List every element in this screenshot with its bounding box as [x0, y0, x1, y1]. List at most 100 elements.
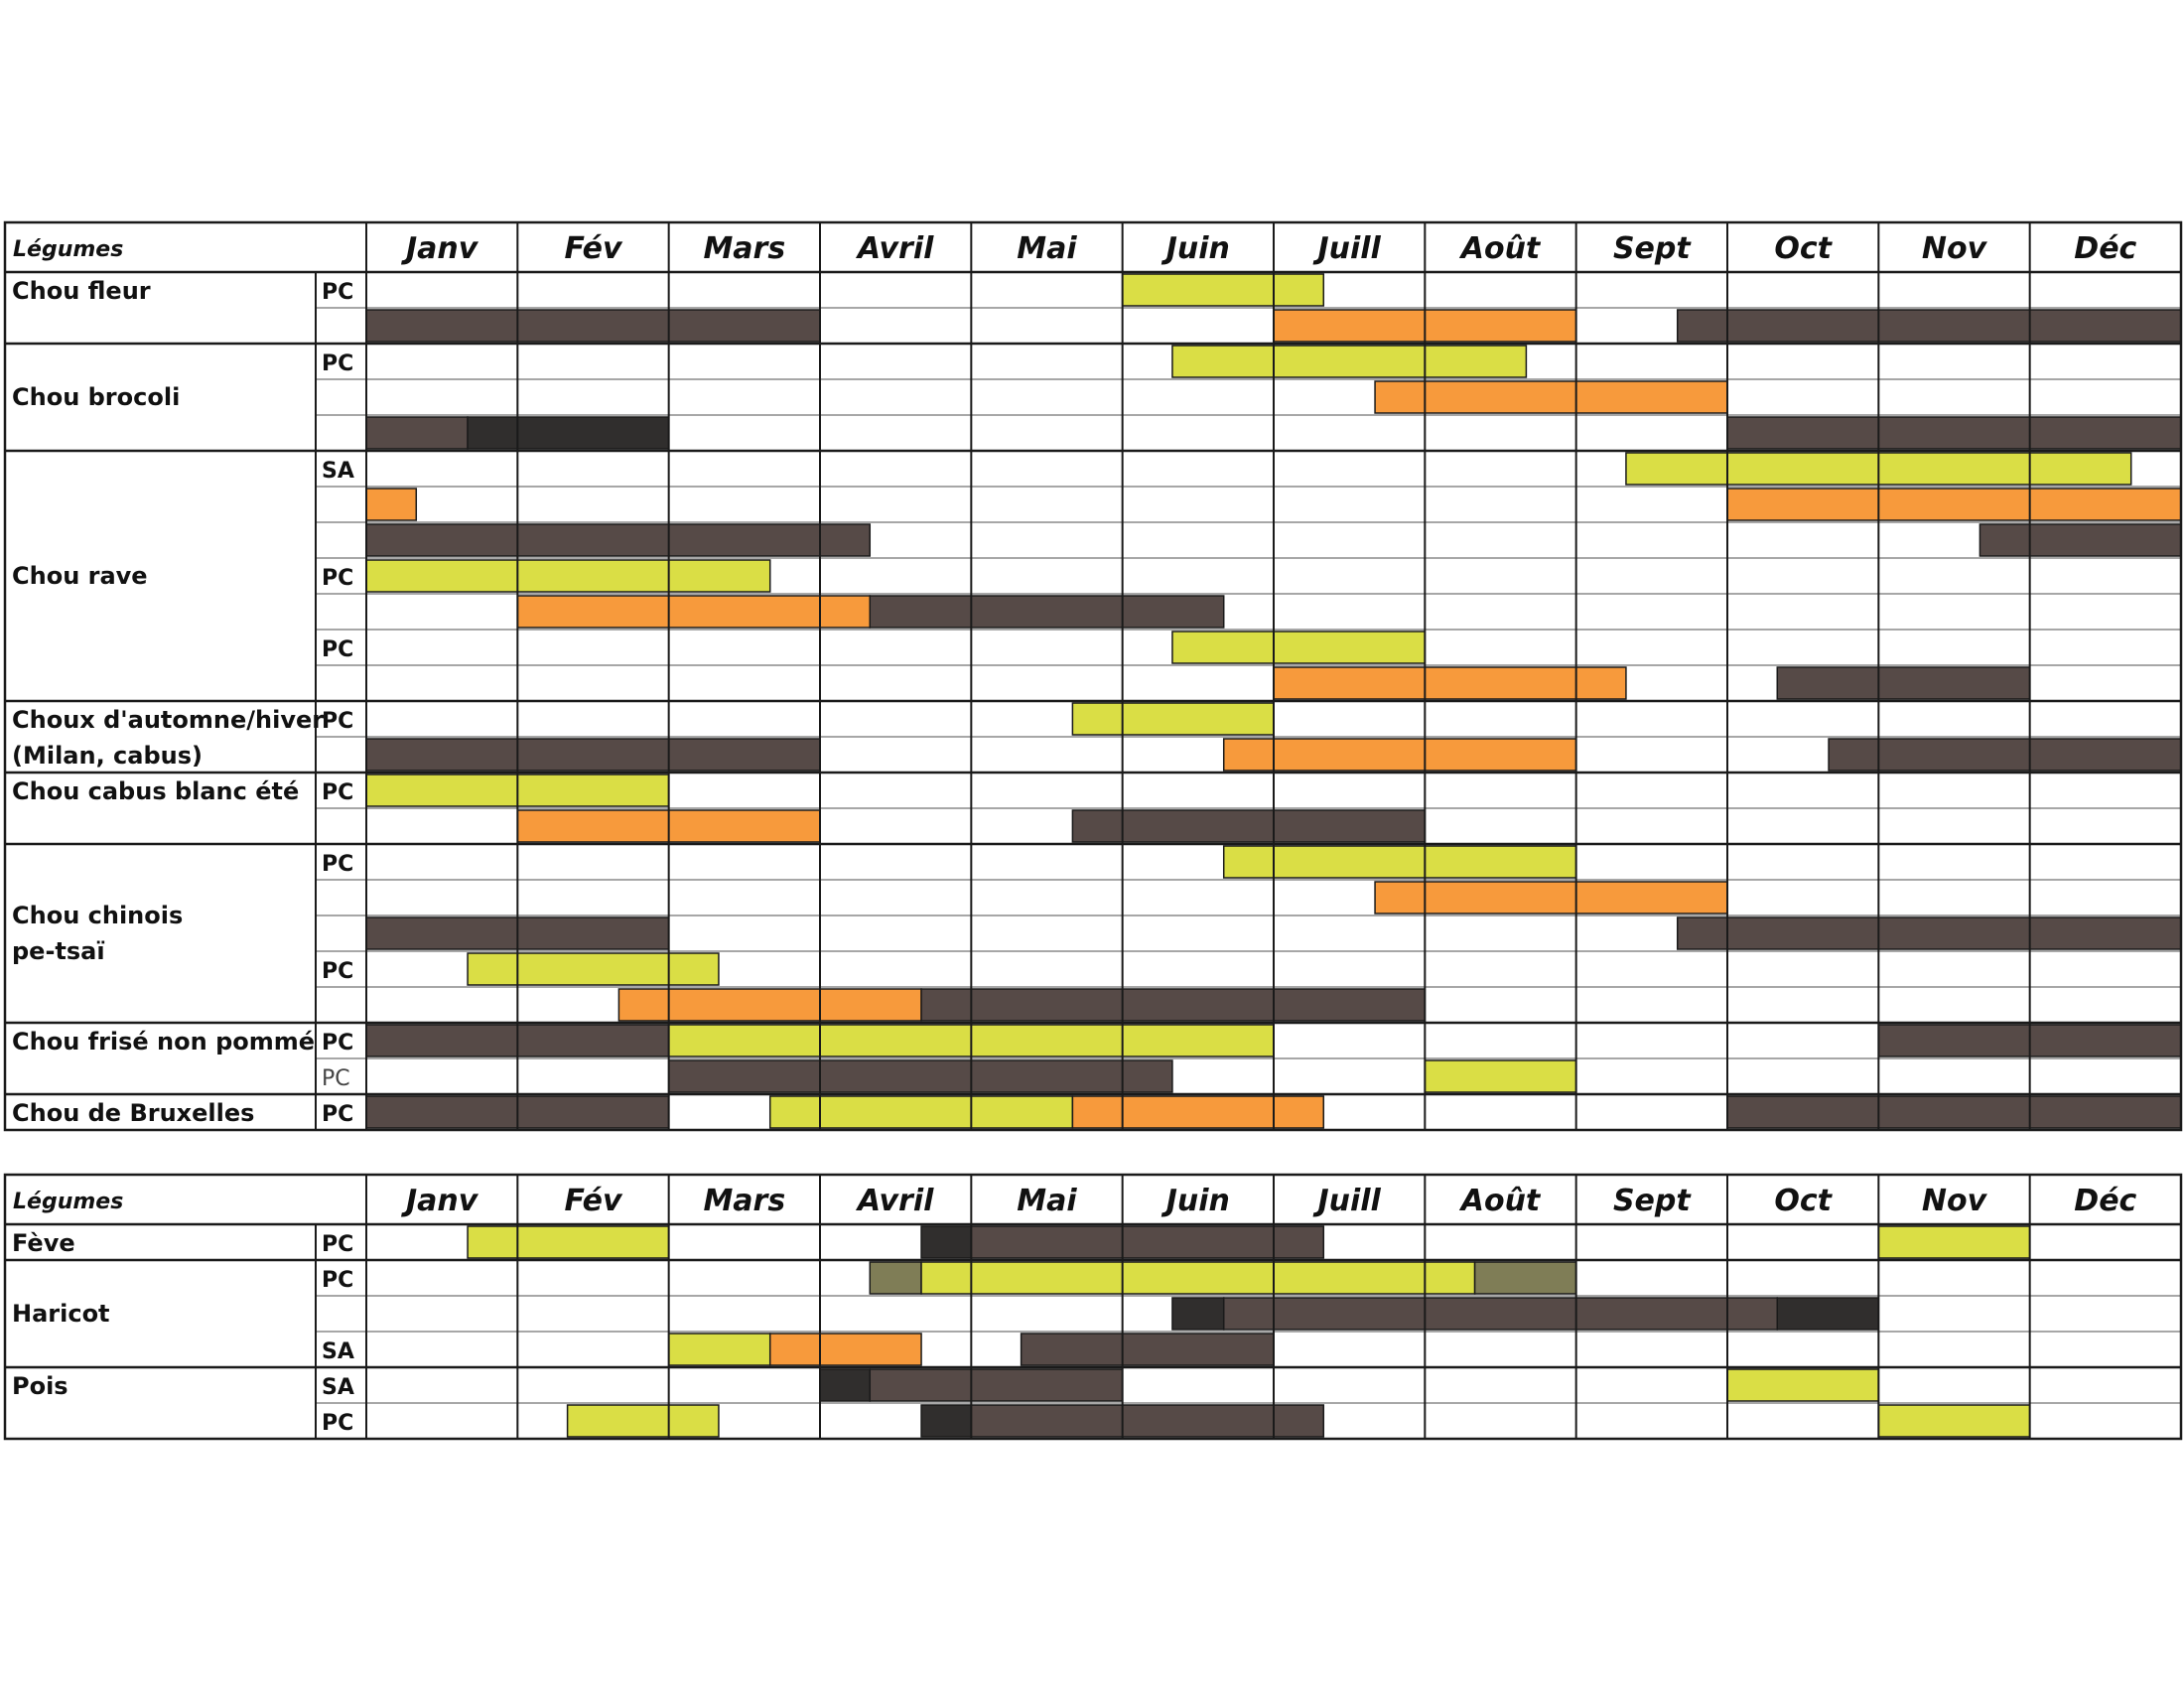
month-label-aout: Août: [1459, 231, 1542, 266]
bar-brown: [869, 1368, 1124, 1402]
month-label-avril: Avril: [856, 231, 934, 266]
crop-label-chou-frise-non-pomme: Chou frisé non pommé: [12, 1028, 315, 1055]
month-label-juill: Juill: [1312, 1184, 1381, 1218]
bar-brown: [970, 1404, 1325, 1438]
crop-label-choux-d-automne-hiver: Choux d'automne/hiver: [12, 706, 324, 734]
crop-label-chou-chinois: pe-tsaï: [12, 937, 105, 965]
bar-orange: [1071, 1095, 1325, 1129]
month-label-nov: Nov: [1922, 231, 1988, 266]
bar-brown: [1020, 1333, 1275, 1366]
bar-orange: [617, 988, 922, 1022]
mode-label: PC: [322, 566, 353, 591]
bar-brown: [970, 1225, 1325, 1259]
mode-label: SA: [322, 1339, 354, 1364]
bar-orange: [1374, 380, 1728, 414]
bar-brown: [869, 595, 1225, 629]
table-border: [3, 220, 2183, 1132]
month-label-fev: Fév: [564, 1184, 623, 1218]
bar-orange: [516, 595, 872, 629]
bar-olive: [1473, 1261, 1577, 1295]
mode-label: SA: [322, 1375, 354, 1400]
bar-brown: [365, 523, 872, 557]
bar-lime: [1424, 1059, 1577, 1093]
crop-label-chou-fleur: Chou fleur: [12, 277, 151, 305]
bar-lime: [667, 1333, 771, 1366]
legumes-header: Légumes: [13, 237, 123, 262]
month-label-avril: Avril: [856, 1184, 934, 1218]
mode-label: PC: [322, 1031, 353, 1055]
bar-brown: [365, 309, 821, 343]
bar-dark: [920, 1404, 973, 1438]
mode-label: PC: [322, 1268, 353, 1293]
bar-brown: [1726, 1095, 2182, 1129]
bar-brown: [1071, 809, 1427, 843]
month-label-mars: Mars: [703, 231, 785, 266]
month-label-janv: Janv: [401, 231, 479, 266]
month-label-nov: Nov: [1922, 1184, 1988, 1218]
crop-label-pois: Pois: [12, 1372, 68, 1400]
bar-lime: [920, 1261, 1476, 1295]
table-border: [3, 1173, 2183, 1441]
mode-label: PC: [322, 959, 353, 984]
crop-label-chou-brocoli: Chou brocoli: [12, 383, 180, 411]
month-label-juin: Juin: [1161, 231, 1230, 266]
bar-brown: [1828, 738, 2182, 772]
bar-lime: [1222, 845, 1577, 879]
month-label-sept: Sept: [1613, 1184, 1692, 1218]
bar-lime: [1877, 1404, 2031, 1438]
mode-label: PC: [322, 280, 353, 305]
mode-label: PC: [322, 852, 353, 877]
crop-label-chou-rave: Chou rave: [12, 562, 148, 590]
bar-brown: [920, 988, 1427, 1022]
mode-label: PC: [322, 1102, 353, 1127]
mode-label: PC: [322, 780, 353, 805]
month-label-mai: Mai: [1017, 1184, 1077, 1218]
legumes-header: Légumes: [13, 1190, 123, 1214]
crop-label-chou-de-bruxelles: Chou de Bruxelles: [12, 1099, 254, 1127]
brassica-calendar-table: Légumes Janv Fév Mars Avril Mai Juin Juill Août S…: [3, 220, 2183, 1132]
crop-label-chou-chinois: Chou chinois: [12, 902, 183, 929]
crop-label-chou-cabus-blanc-ete: Chou cabus blanc été: [12, 777, 299, 805]
month-label-fev: Fév: [564, 231, 623, 266]
bar-dark: [1171, 1297, 1225, 1331]
bar-lime: [1171, 345, 1528, 378]
bar-lime: [566, 1404, 720, 1438]
month-label-oct: Oct: [1774, 231, 1833, 266]
bar-lime: [768, 1095, 1074, 1129]
month-label-aout: Août: [1459, 1184, 1542, 1218]
month-label-dec: Déc: [2074, 1184, 2136, 1218]
bar-lime: [1171, 631, 1427, 664]
crop-label-choux-d-automne-hiver: (Milan, cabus): [12, 742, 203, 770]
bar-orange: [365, 488, 418, 521]
legume-calendar-table: Légumes Janv Fév Mars Avril Mai Juin Juill Août S…: [3, 1173, 2183, 1441]
bar-brown: [1222, 1297, 1779, 1331]
bar-orange: [768, 1333, 922, 1366]
bar-orange: [1374, 881, 1728, 914]
bar-lime: [467, 952, 720, 986]
bar-lime: [467, 1225, 670, 1259]
month-label-sept: Sept: [1613, 231, 1692, 266]
mode-label: PC: [322, 1066, 350, 1091]
bar-lime: [1726, 1368, 1880, 1402]
bar-orange: [1726, 488, 2182, 521]
bar-lime: [1071, 702, 1275, 736]
bar-brown: [365, 738, 821, 772]
bar-brown: [1726, 416, 2182, 450]
month-label-dec: Déc: [2074, 231, 2136, 266]
bar-brown: [1776, 666, 2031, 700]
month-label-mars: Mars: [703, 1184, 785, 1218]
crop-label-feve: Fève: [12, 1229, 75, 1257]
bar-lime: [1121, 273, 1325, 307]
bar-dark: [467, 416, 670, 450]
bar-olive: [869, 1261, 922, 1295]
crop-label-haricot: Haricot: [12, 1300, 110, 1328]
bar-brown: [1676, 916, 2182, 950]
mode-label: PC: [322, 637, 353, 662]
bar-brown: [1676, 309, 2182, 343]
month-label-janv: Janv: [401, 1184, 479, 1218]
month-label-mai: Mai: [1017, 231, 1077, 266]
bar-orange: [1222, 738, 1577, 772]
bar-brown: [667, 1059, 1173, 1093]
bar-dark: [1776, 1297, 1880, 1331]
